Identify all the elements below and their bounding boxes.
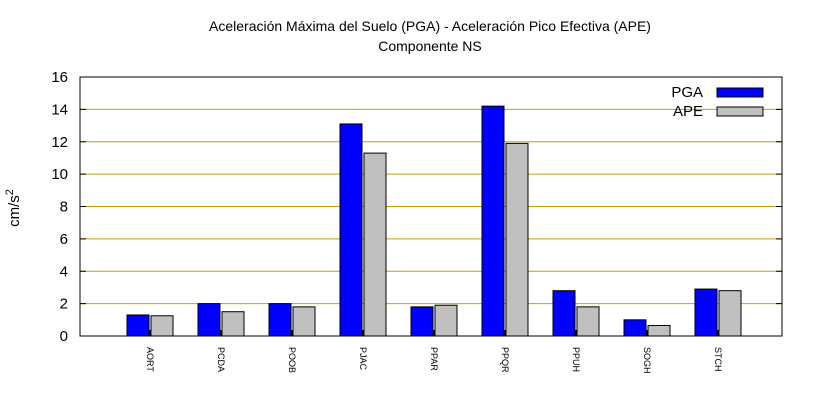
bar-pga-stch	[694, 288, 718, 337]
bar-ape-pjac	[363, 152, 387, 337]
x-category-label: PPAR	[429, 347, 439, 371]
x-axis-categories: AORT PCDA POOB PJAC PPAR PPQR PPUH SOGH STCH	[145, 330, 723, 374]
svg-text:cm/s2: cm/s2	[4, 189, 23, 227]
legend-swatch-ape	[716, 106, 764, 117]
x-category-label: PPQR	[500, 347, 510, 373]
chart-title: Aceleración Máxima del Suelo (PGA) - Ace…	[209, 18, 651, 34]
chart-subtitle: Componente NS	[378, 38, 482, 54]
y-tick-label: 4	[60, 263, 68, 280]
y-axis-label-unit: cm/s	[6, 195, 23, 227]
bar-pga-aort	[126, 314, 150, 337]
y-axis-ticks: 0 2 4 6 8 10 12 14 16	[51, 69, 782, 345]
y-tick-label: 16	[51, 69, 68, 86]
grid-lines	[80, 108, 782, 305]
x-category-label: STCH	[713, 347, 723, 372]
bar-ape-ppuh	[576, 306, 600, 337]
y-axis-label: cm/s2	[4, 189, 23, 227]
y-tick-label: 10	[51, 166, 68, 183]
bar-ape-sogh	[647, 324, 671, 337]
bar-pga-ppqr	[481, 105, 505, 337]
legend: PGA APE	[671, 84, 764, 120]
bar-ape-poob	[292, 306, 316, 337]
bar-ape-ppqr	[505, 142, 529, 337]
y-tick-label: 12	[51, 134, 68, 151]
x-category-label: PCDA	[216, 347, 226, 372]
bar-ape-ppar	[434, 304, 458, 337]
x-category-label: PPUH	[571, 347, 581, 372]
bars-group	[126, 105, 742, 337]
legend-label-ape: APE	[673, 103, 703, 120]
y-tick-label: 6	[60, 231, 68, 248]
bar-pga-ppuh	[552, 290, 576, 337]
x-category-label: PJAC	[358, 347, 368, 371]
y-axis-label-exponent: 2	[4, 189, 16, 195]
bar-ape-aort	[150, 315, 174, 337]
y-tick-label: 0	[60, 328, 68, 345]
y-tick-label: 2	[60, 296, 68, 313]
x-category-label: AORT	[145, 347, 155, 372]
legend-swatch-pga	[716, 87, 764, 98]
x-category-label: SOGH	[642, 347, 652, 374]
y-tick-label: 8	[60, 199, 68, 216]
bar-pga-ppar	[410, 306, 434, 337]
x-category-label: POOB	[287, 347, 297, 373]
bar-ape-stch	[718, 290, 742, 337]
bar-ape-pcda	[221, 311, 245, 337]
legend-label-pga: PGA	[671, 84, 703, 101]
bar-pga-poob	[268, 303, 292, 337]
bar-pga-pcda	[197, 303, 221, 337]
bar-pga-sogh	[623, 319, 647, 337]
bar-pga-pjac	[339, 123, 363, 337]
y-tick-label: 14	[51, 101, 68, 118]
